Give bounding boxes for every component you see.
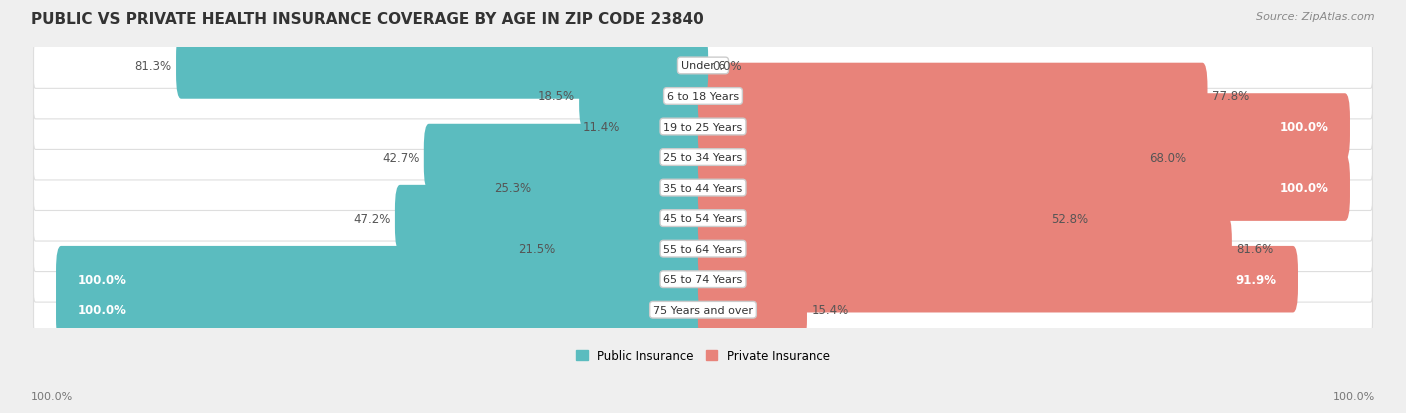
- FancyBboxPatch shape: [536, 155, 709, 221]
- Text: 42.7%: 42.7%: [382, 151, 419, 164]
- Text: 100.0%: 100.0%: [1333, 391, 1375, 401]
- FancyBboxPatch shape: [34, 165, 1372, 211]
- Text: Under 6: Under 6: [681, 61, 725, 71]
- Text: 11.4%: 11.4%: [583, 121, 620, 134]
- Text: 52.8%: 52.8%: [1052, 212, 1088, 225]
- Text: PUBLIC VS PRIVATE HEALTH INSURANCE COVERAGE BY AGE IN ZIP CODE 23840: PUBLIC VS PRIVATE HEALTH INSURANCE COVER…: [31, 12, 703, 27]
- Text: 18.5%: 18.5%: [537, 90, 575, 103]
- Text: 100.0%: 100.0%: [1279, 121, 1329, 134]
- FancyBboxPatch shape: [697, 94, 1350, 160]
- Text: 91.9%: 91.9%: [1236, 273, 1277, 286]
- Text: 100.0%: 100.0%: [77, 273, 127, 286]
- Text: 81.6%: 81.6%: [1236, 242, 1274, 256]
- Text: 6 to 18 Years: 6 to 18 Years: [666, 92, 740, 102]
- Text: 68.0%: 68.0%: [1149, 151, 1187, 164]
- FancyBboxPatch shape: [624, 94, 709, 160]
- Text: 21.5%: 21.5%: [519, 242, 555, 256]
- Text: 25 to 34 Years: 25 to 34 Years: [664, 153, 742, 163]
- FancyBboxPatch shape: [697, 124, 1144, 191]
- FancyBboxPatch shape: [176, 33, 709, 100]
- FancyBboxPatch shape: [34, 74, 1372, 120]
- FancyBboxPatch shape: [56, 277, 709, 343]
- FancyBboxPatch shape: [34, 43, 1372, 89]
- Text: 0.0%: 0.0%: [713, 60, 742, 73]
- Text: 100.0%: 100.0%: [1279, 182, 1329, 195]
- FancyBboxPatch shape: [697, 277, 807, 343]
- FancyBboxPatch shape: [697, 64, 1208, 130]
- Legend: Public Insurance, Private Insurance: Public Insurance, Private Insurance: [571, 345, 835, 367]
- FancyBboxPatch shape: [697, 216, 1232, 282]
- FancyBboxPatch shape: [395, 185, 709, 252]
- Text: 15.4%: 15.4%: [811, 304, 849, 316]
- Text: 100.0%: 100.0%: [31, 391, 73, 401]
- FancyBboxPatch shape: [34, 135, 1372, 180]
- FancyBboxPatch shape: [34, 256, 1372, 302]
- Text: 45 to 54 Years: 45 to 54 Years: [664, 214, 742, 223]
- FancyBboxPatch shape: [56, 246, 709, 313]
- Text: 25.3%: 25.3%: [494, 182, 531, 195]
- FancyBboxPatch shape: [697, 185, 1047, 252]
- Text: 75 Years and over: 75 Years and over: [652, 305, 754, 315]
- Text: 77.8%: 77.8%: [1212, 90, 1250, 103]
- Text: 35 to 44 Years: 35 to 44 Years: [664, 183, 742, 193]
- FancyBboxPatch shape: [34, 226, 1372, 272]
- Text: 55 to 64 Years: 55 to 64 Years: [664, 244, 742, 254]
- FancyBboxPatch shape: [697, 246, 1298, 313]
- FancyBboxPatch shape: [697, 155, 1350, 221]
- Text: 19 to 25 Years: 19 to 25 Years: [664, 122, 742, 132]
- Text: 100.0%: 100.0%: [77, 304, 127, 316]
- Text: 47.2%: 47.2%: [353, 212, 391, 225]
- FancyBboxPatch shape: [34, 104, 1372, 150]
- FancyBboxPatch shape: [579, 64, 709, 130]
- FancyBboxPatch shape: [560, 216, 709, 282]
- Text: 81.3%: 81.3%: [135, 60, 172, 73]
- Text: 65 to 74 Years: 65 to 74 Years: [664, 275, 742, 285]
- Text: Source: ZipAtlas.com: Source: ZipAtlas.com: [1257, 12, 1375, 22]
- FancyBboxPatch shape: [423, 124, 709, 191]
- FancyBboxPatch shape: [34, 196, 1372, 242]
- FancyBboxPatch shape: [34, 287, 1372, 333]
